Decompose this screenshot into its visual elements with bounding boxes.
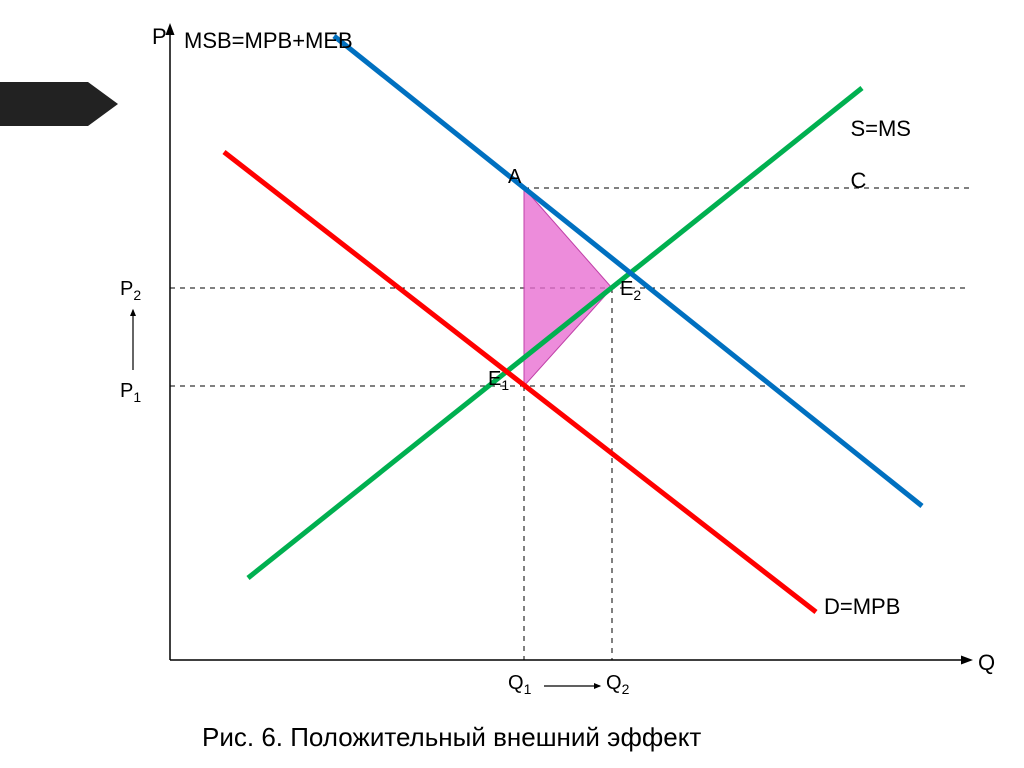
- y-axis-label: P: [152, 24, 167, 50]
- x-axis-label: Q: [978, 650, 995, 676]
- point-e1-label: E1: [488, 368, 509, 393]
- point-e2-label: E2: [620, 278, 641, 303]
- d-mpb-label: D=MPB: [824, 594, 900, 620]
- line-s-msc: [248, 88, 862, 578]
- p2-label: P2: [120, 278, 141, 303]
- point-a-label: A: [508, 166, 521, 189]
- figure-caption: Рис. 6. Положительный внешний эффект: [202, 722, 701, 753]
- s-msc-label: S=MS C: [826, 90, 911, 220]
- s-msc-line1: S=MS: [850, 116, 911, 141]
- s-msc-line2: C: [850, 168, 866, 193]
- msb-label: MSB=MPB+MEB: [184, 28, 353, 54]
- q1-label: Q1: [508, 672, 531, 697]
- q2-label: Q2: [606, 672, 629, 697]
- welfare-triangle: [524, 188, 612, 386]
- p1-label: P1: [120, 380, 141, 405]
- line-d-mpb: [224, 152, 816, 612]
